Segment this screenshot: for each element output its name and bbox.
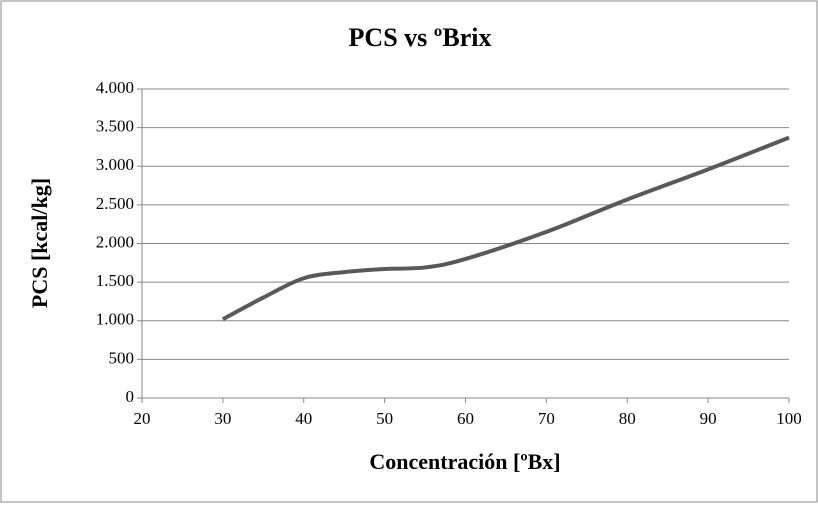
y-tick-label: 3.000	[96, 155, 134, 174]
y-tick-label: 4.000	[96, 78, 134, 97]
x-tick-label: 80	[619, 409, 636, 428]
y-tick-label: 2.000	[96, 232, 134, 251]
chart-title: PCS vs ºBrix	[349, 23, 492, 52]
y-tick-label: 500	[109, 348, 135, 367]
y-tick-label: 1.500	[96, 271, 134, 290]
x-tick-label: 40	[295, 409, 312, 428]
line-series	[221, 135, 790, 321]
y-tick-label: 3.500	[96, 117, 134, 136]
x-axis-label: Concentración [ºBx]	[369, 449, 560, 474]
x-tick-label: 30	[214, 409, 231, 428]
x-tick-label: 70	[538, 409, 555, 428]
x-tick-label: 100	[776, 409, 802, 428]
x-tick-label: 20	[134, 409, 151, 428]
y-tick-label: 1.000	[96, 310, 134, 329]
y-axis-label: PCS [kcal/kg]	[27, 178, 52, 308]
y-tick-label: 2.500	[96, 194, 134, 213]
x-tick-label: 60	[457, 409, 474, 428]
y-tick-label: 0	[126, 387, 135, 406]
x-tick-label: 50	[376, 409, 393, 428]
x-tick-label: 90	[700, 409, 717, 428]
